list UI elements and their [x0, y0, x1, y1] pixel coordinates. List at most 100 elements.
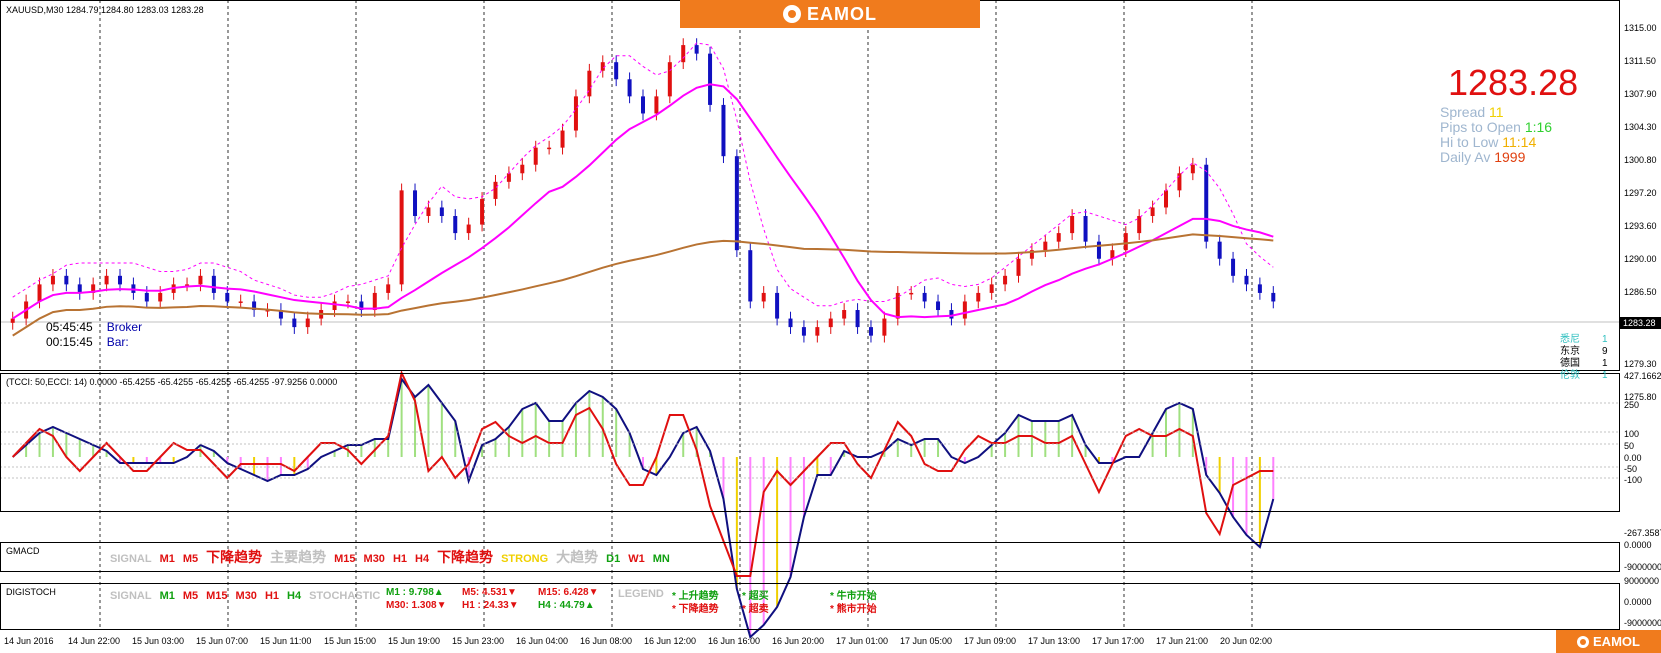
signal-item: M15: [334, 553, 356, 565]
stoch-value: M30: 1.308▼: [386, 600, 447, 611]
legend-item: * 熊市开始: [830, 604, 877, 615]
info-row: Hi to Low 11:14: [1440, 134, 1536, 150]
signal-item: H1: [392, 553, 407, 565]
tcci-tick-label: 0.00: [1624, 453, 1642, 463]
envelope-line: [12, 42, 1274, 307]
time-tick-label: 14 Jun 2016: [4, 636, 54, 646]
candle-body: [775, 292, 780, 319]
brand-banner-text: EAMOL: [807, 3, 877, 24]
market-session-name: 伦敦: [1560, 370, 1580, 381]
candle-body: [922, 292, 927, 302]
price-tick-label: 1307.90: [1624, 89, 1657, 99]
market-session-value: 1: [1602, 334, 1608, 345]
signal-item: H4: [287, 590, 302, 602]
candle-body: [1043, 241, 1048, 251]
stoch-value: M15: 6.428▼: [538, 587, 599, 598]
time-tick-label: 17 Jun 01:00: [836, 636, 889, 646]
signal-item: SIGNAL: [110, 590, 152, 602]
candle-body: [185, 284, 190, 286]
digistoch-signals: SIGNAL M1 M5 M15 M30 H1 H4 STOCHASTIC: [110, 590, 388, 602]
candle-body: [493, 181, 498, 199]
legend-item: * 超买: [742, 591, 769, 602]
candle-body: [252, 301, 257, 311]
candle-body: [506, 173, 511, 182]
info-row-label: Hi to Low: [1440, 134, 1499, 150]
digistoch-title: DIGISTOCH: [6, 587, 56, 597]
current-price-tag: 1283.28: [1620, 317, 1661, 329]
signal-item: M5: [182, 553, 199, 565]
candle-body: [694, 45, 699, 54]
candle-body: [788, 318, 793, 328]
legend-label: LEGEND: [618, 588, 664, 600]
price-tick-label: 1293.60: [1624, 221, 1657, 231]
time-tick-label: 20 Jun 02:00: [1220, 636, 1273, 646]
signal-item: W1: [628, 553, 645, 565]
candle-body: [1056, 233, 1061, 242]
market-session-row: 东京 9: [1560, 342, 1608, 357]
info-row-value: 11: [1485, 104, 1504, 120]
info-row-value: 1:16: [1520, 119, 1553, 135]
candle-body: [439, 207, 444, 217]
market-session-value: 1: [1602, 358, 1608, 369]
stoch-value: M5: 4.531▼: [462, 587, 517, 598]
time-tick-label: 16 Jun 12:00: [644, 636, 697, 646]
signal-item: MN: [652, 553, 670, 565]
candle-body: [761, 292, 766, 302]
info-row: Spread 11: [1440, 104, 1504, 120]
candle-body: [667, 62, 672, 97]
candle-body: [225, 292, 230, 302]
candle-body: [77, 284, 82, 293]
tcci-tick-label: 100: [1624, 429, 1640, 439]
candle-body: [1016, 258, 1021, 276]
market-session-name: 悉尼: [1560, 334, 1580, 345]
info-row-label: Spread: [1440, 104, 1486, 120]
candle-body: [868, 327, 873, 336]
signal-item: D1: [606, 553, 621, 565]
gmacd-pane[interactable]: [0, 542, 1620, 572]
ma-fast-line: [12, 83, 1274, 320]
candle-body: [359, 301, 364, 311]
gmacd-signals: SIGNAL M1 M5 下降趋势 主要趋势 M15 M30 H1 H4 下降趋势 STRONG 大趋…: [110, 547, 678, 567]
candle-body: [949, 310, 954, 319]
candle-body: [332, 301, 337, 311]
timer-label: Bar:: [106, 335, 129, 349]
tcci-pane[interactable]: [0, 373, 1620, 512]
candle-body: [1177, 173, 1182, 191]
candle-body: [734, 156, 739, 251]
price-tick-label: 1279.30: [1624, 359, 1657, 369]
candle-body: [10, 318, 15, 323]
digistoch-tick-label: 9000000: [1624, 576, 1660, 586]
info-row: Pips to Open 1:16: [1440, 119, 1552, 135]
price-tick-label: 1290.00: [1624, 254, 1657, 264]
price-tick-label: 1300.80: [1624, 155, 1657, 165]
market-session-row: 伦敦 1: [1560, 366, 1608, 381]
signal-item: 下降趋势: [206, 549, 263, 565]
candle-body: [1217, 241, 1222, 259]
tcci-tick-label: 427.1662: [1624, 371, 1661, 381]
ecci-line: [11, 369, 1274, 577]
candle-body: [64, 275, 69, 285]
brand-footer-logo-icon: [1577, 635, 1590, 648]
signal-item: STOCHASTIC: [309, 590, 381, 602]
candle-body: [1123, 233, 1128, 251]
info-row: Daily Av 1999: [1440, 149, 1525, 165]
candle-body: [708, 53, 713, 105]
digistoch-pane[interactable]: [0, 583, 1620, 630]
brand-logo-icon: [783, 5, 801, 23]
signal-item: 下降趋势: [437, 549, 494, 565]
time-tick-label: 15 Jun 03:00: [132, 636, 185, 646]
candle-body: [265, 310, 270, 312]
candle-body: [587, 70, 592, 97]
main-pane[interactable]: [0, 0, 1620, 371]
candle-body: [1190, 164, 1195, 174]
signal-item: 大趋势: [556, 549, 599, 565]
brand-footer-text: EAMOL: [1593, 634, 1640, 649]
tcci-title: (TCCI: 50,ECCI: 14) 0.0000 -65.4255 -65.…: [6, 377, 338, 387]
candle-body: [520, 164, 525, 174]
candle-body: [1110, 250, 1115, 259]
time-tick-label: 17 Jun 09:00: [964, 636, 1017, 646]
candle-body: [962, 301, 967, 319]
candle-body: [721, 104, 726, 157]
